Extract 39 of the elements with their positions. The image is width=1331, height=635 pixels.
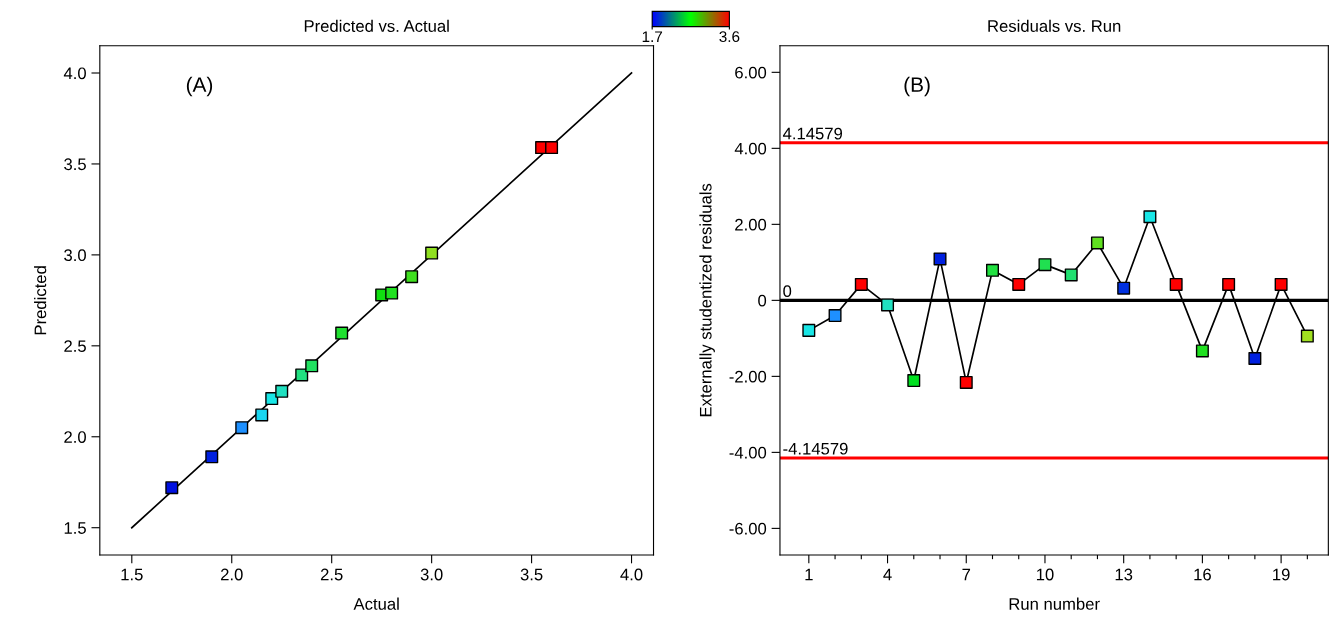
ref-line-label: 4.14579 bbox=[782, 127, 843, 140]
y-tick-label: 2.00 bbox=[735, 218, 767, 231]
y-tick-label: 3.0 bbox=[64, 249, 86, 262]
x-tick-label: 2.0 bbox=[221, 568, 243, 581]
y-tick-label: 2.5 bbox=[64, 340, 86, 353]
y-tick-label: 6.00 bbox=[735, 66, 767, 79]
x-tick-label: 13 bbox=[1115, 568, 1133, 581]
chart-title: Residuals vs. Run bbox=[988, 19, 1121, 32]
x-tick-label: 3.5 bbox=[520, 568, 543, 581]
x-tick-label: 4 bbox=[883, 568, 892, 581]
ref-line-label: 0 bbox=[783, 285, 792, 298]
chart-title: Predicted vs. Actual bbox=[304, 19, 449, 32]
x-tick-label: 19 bbox=[1273, 568, 1290, 581]
ref-line-label: -4.14579 bbox=[783, 442, 848, 455]
x-tick-label: 2.5 bbox=[320, 568, 343, 581]
annotation: (B) bbox=[904, 76, 930, 97]
color-bar-label: 3.6 bbox=[719, 31, 740, 43]
x-axis-title: Run number bbox=[1009, 597, 1100, 610]
x-tick-label: 16 bbox=[1194, 568, 1211, 581]
y-tick-label: 4.00 bbox=[734, 142, 767, 155]
x-axis-title: Actual bbox=[353, 597, 399, 610]
y-axis-title: Externally studentized residuals bbox=[699, 183, 715, 417]
x-tick-label: 1 bbox=[805, 568, 813, 581]
y-tick-label: 2.0 bbox=[64, 431, 86, 443]
y-tick-label: -6.00 bbox=[729, 522, 767, 535]
y-tick-label: 3.5 bbox=[64, 158, 86, 171]
y-tick-label: -2.00 bbox=[729, 370, 767, 383]
x-tick-label: 3.0 bbox=[420, 568, 443, 581]
annotation: (A) bbox=[186, 76, 213, 97]
x-tick-label: 4.0 bbox=[620, 568, 643, 581]
y-tick-label: 4.0 bbox=[63, 67, 86, 80]
x-tick-label: 10 bbox=[1036, 568, 1054, 581]
y-tick-label: 1.5 bbox=[64, 522, 86, 534]
color-bar-label: 1.7 bbox=[642, 31, 663, 42]
y-tick-label: -4.00 bbox=[729, 446, 767, 459]
x-tick-label: 7 bbox=[962, 568, 971, 581]
y-tick-label: 0 bbox=[758, 294, 767, 307]
x-tick-label: 1.5 bbox=[121, 568, 143, 581]
y-axis-title: Predicted bbox=[34, 266, 47, 335]
